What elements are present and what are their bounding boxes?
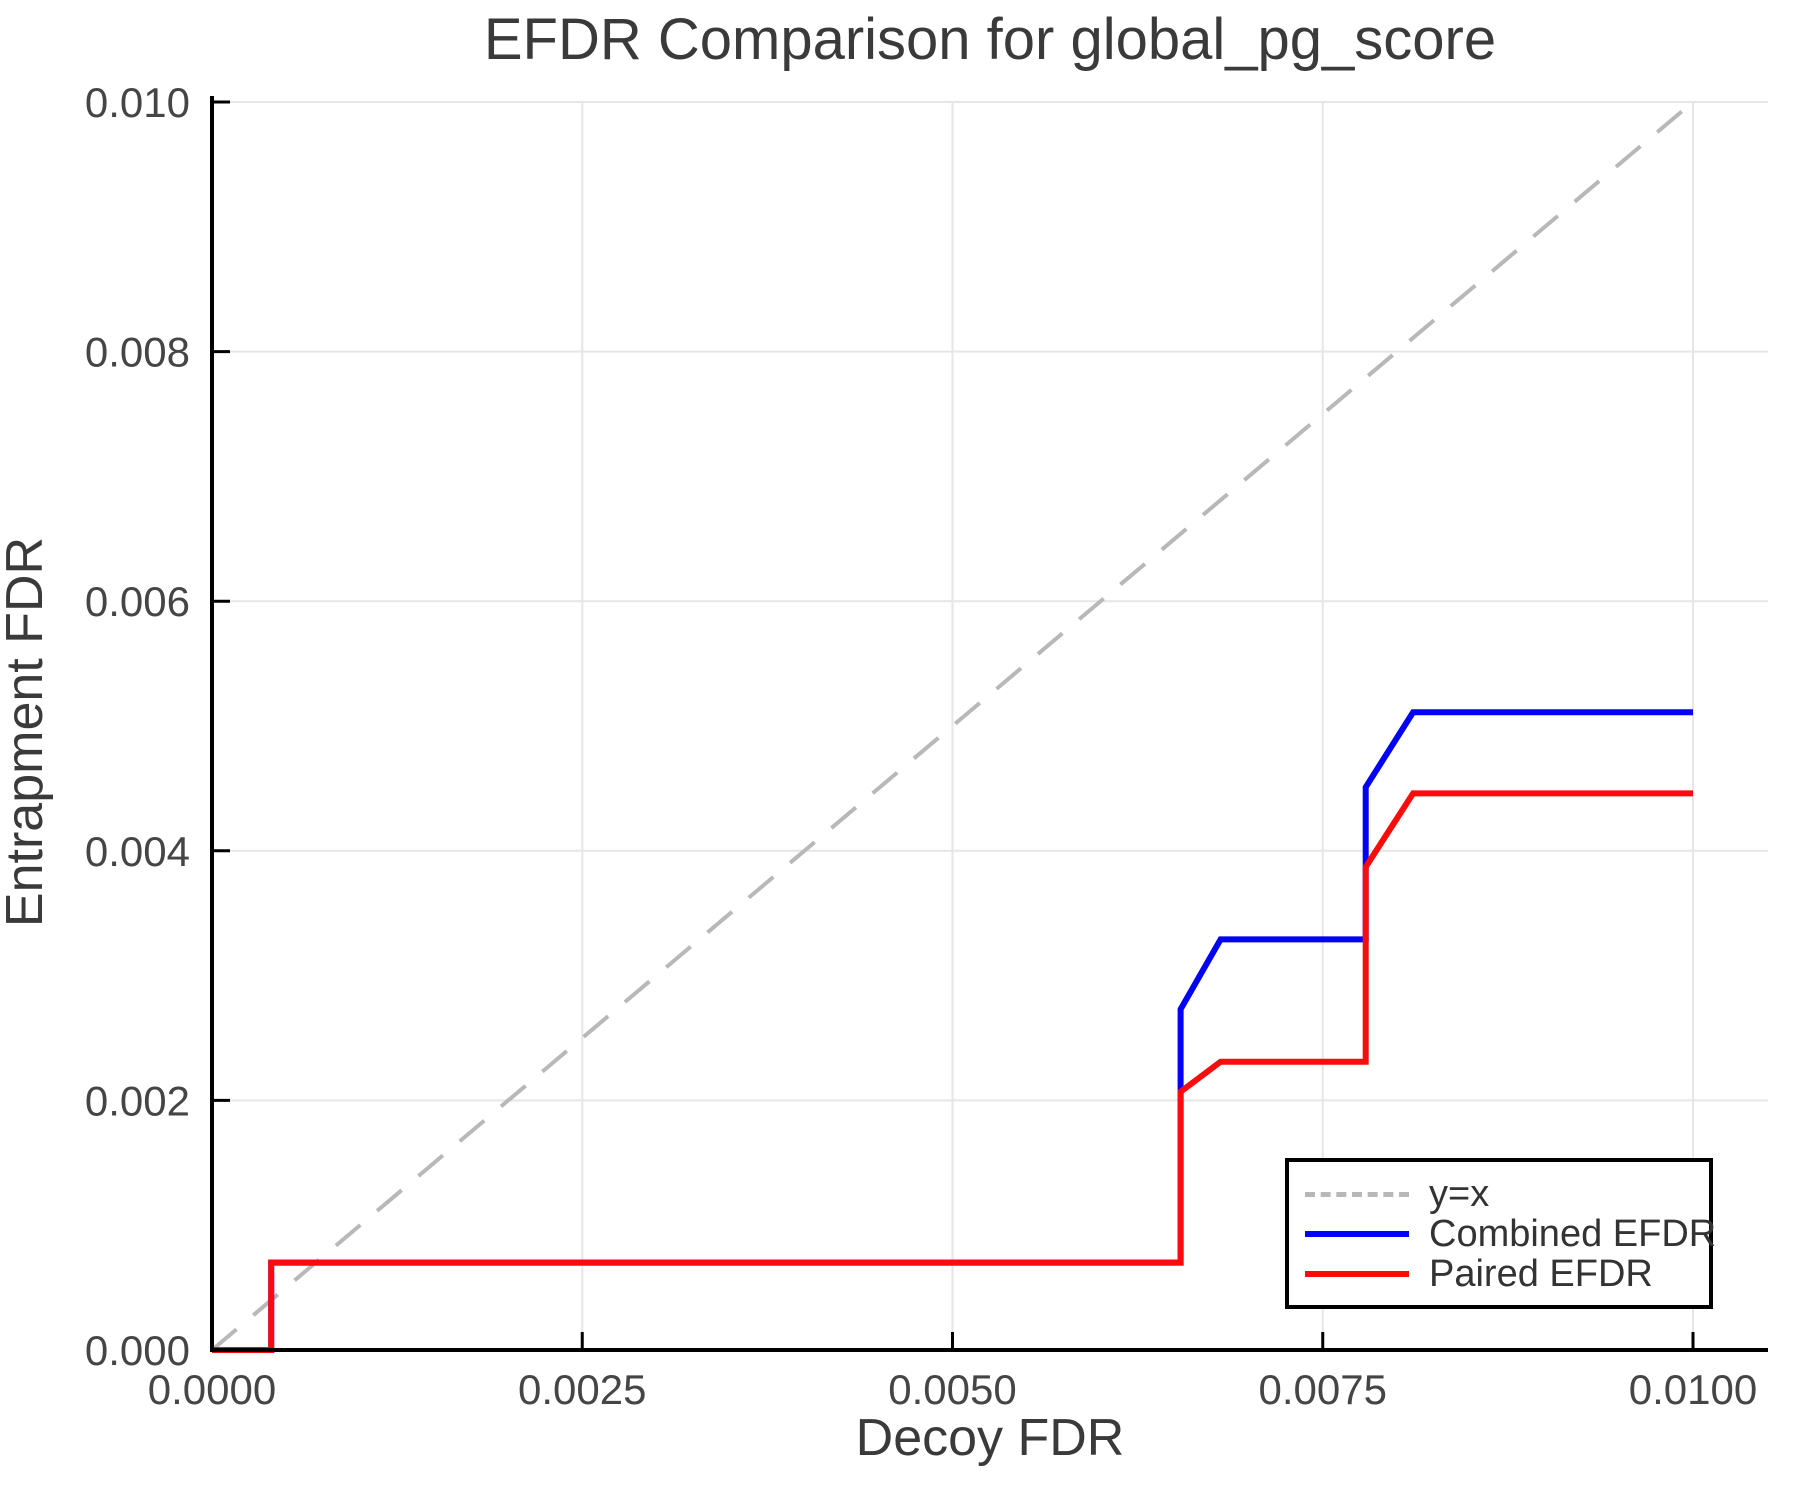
legend: y=x Combined EFDR Paired EFDR bbox=[1285, 1158, 1716, 1309]
series-line-paired-efdr bbox=[212, 790, 1693, 1353]
y-tick-label: 0.010 bbox=[85, 79, 190, 126]
y-tick-label: 0.008 bbox=[85, 329, 190, 376]
x-tick-label: 0.0050 bbox=[888, 1366, 1016, 1413]
x-axis-title: Decoy FDR bbox=[855, 1409, 1125, 1467]
legend-entry: Paired EFDR bbox=[1305, 1254, 1709, 1294]
y-axis-title: Entrapment FDR bbox=[0, 536, 54, 928]
legend-label: Combined EFDR bbox=[1429, 1213, 1717, 1255]
legend-label: y=x bbox=[1429, 1173, 1490, 1215]
x-tick-label: 0.0075 bbox=[1259, 1366, 1387, 1413]
legend-entry: y=x bbox=[1305, 1174, 1709, 1214]
x-tick-label: 0.0025 bbox=[518, 1366, 646, 1413]
legend-line-sample bbox=[1305, 1231, 1409, 1237]
y-tick-label: 0.006 bbox=[85, 578, 190, 625]
y-tick-label: 0.000 bbox=[85, 1327, 190, 1374]
y-tick-label: 0.004 bbox=[85, 828, 190, 875]
legend-entry: Combined EFDR bbox=[1305, 1214, 1716, 1254]
legend-line-sample bbox=[1305, 1271, 1409, 1277]
x-tick-label: 0.0100 bbox=[1629, 1366, 1757, 1413]
legend-line-sample bbox=[1305, 1191, 1409, 1197]
y-tick-label: 0.002 bbox=[85, 1077, 190, 1124]
x-tick-label: 0.0000 bbox=[148, 1366, 276, 1413]
chart-title: EFDR Comparison for global_pg_score bbox=[483, 7, 1497, 72]
legend-label: Paired EFDR bbox=[1429, 1253, 1653, 1295]
axis-layer bbox=[210, 96, 1768, 1352]
grid-layer bbox=[211, 101, 1768, 1351]
tick-label-layer: 0.0000 0.0025 0.0050 0.0075 0.0100 0.000 0.002… bbox=[85, 79, 1757, 1413]
series-layer bbox=[210, 100, 1695, 1353]
